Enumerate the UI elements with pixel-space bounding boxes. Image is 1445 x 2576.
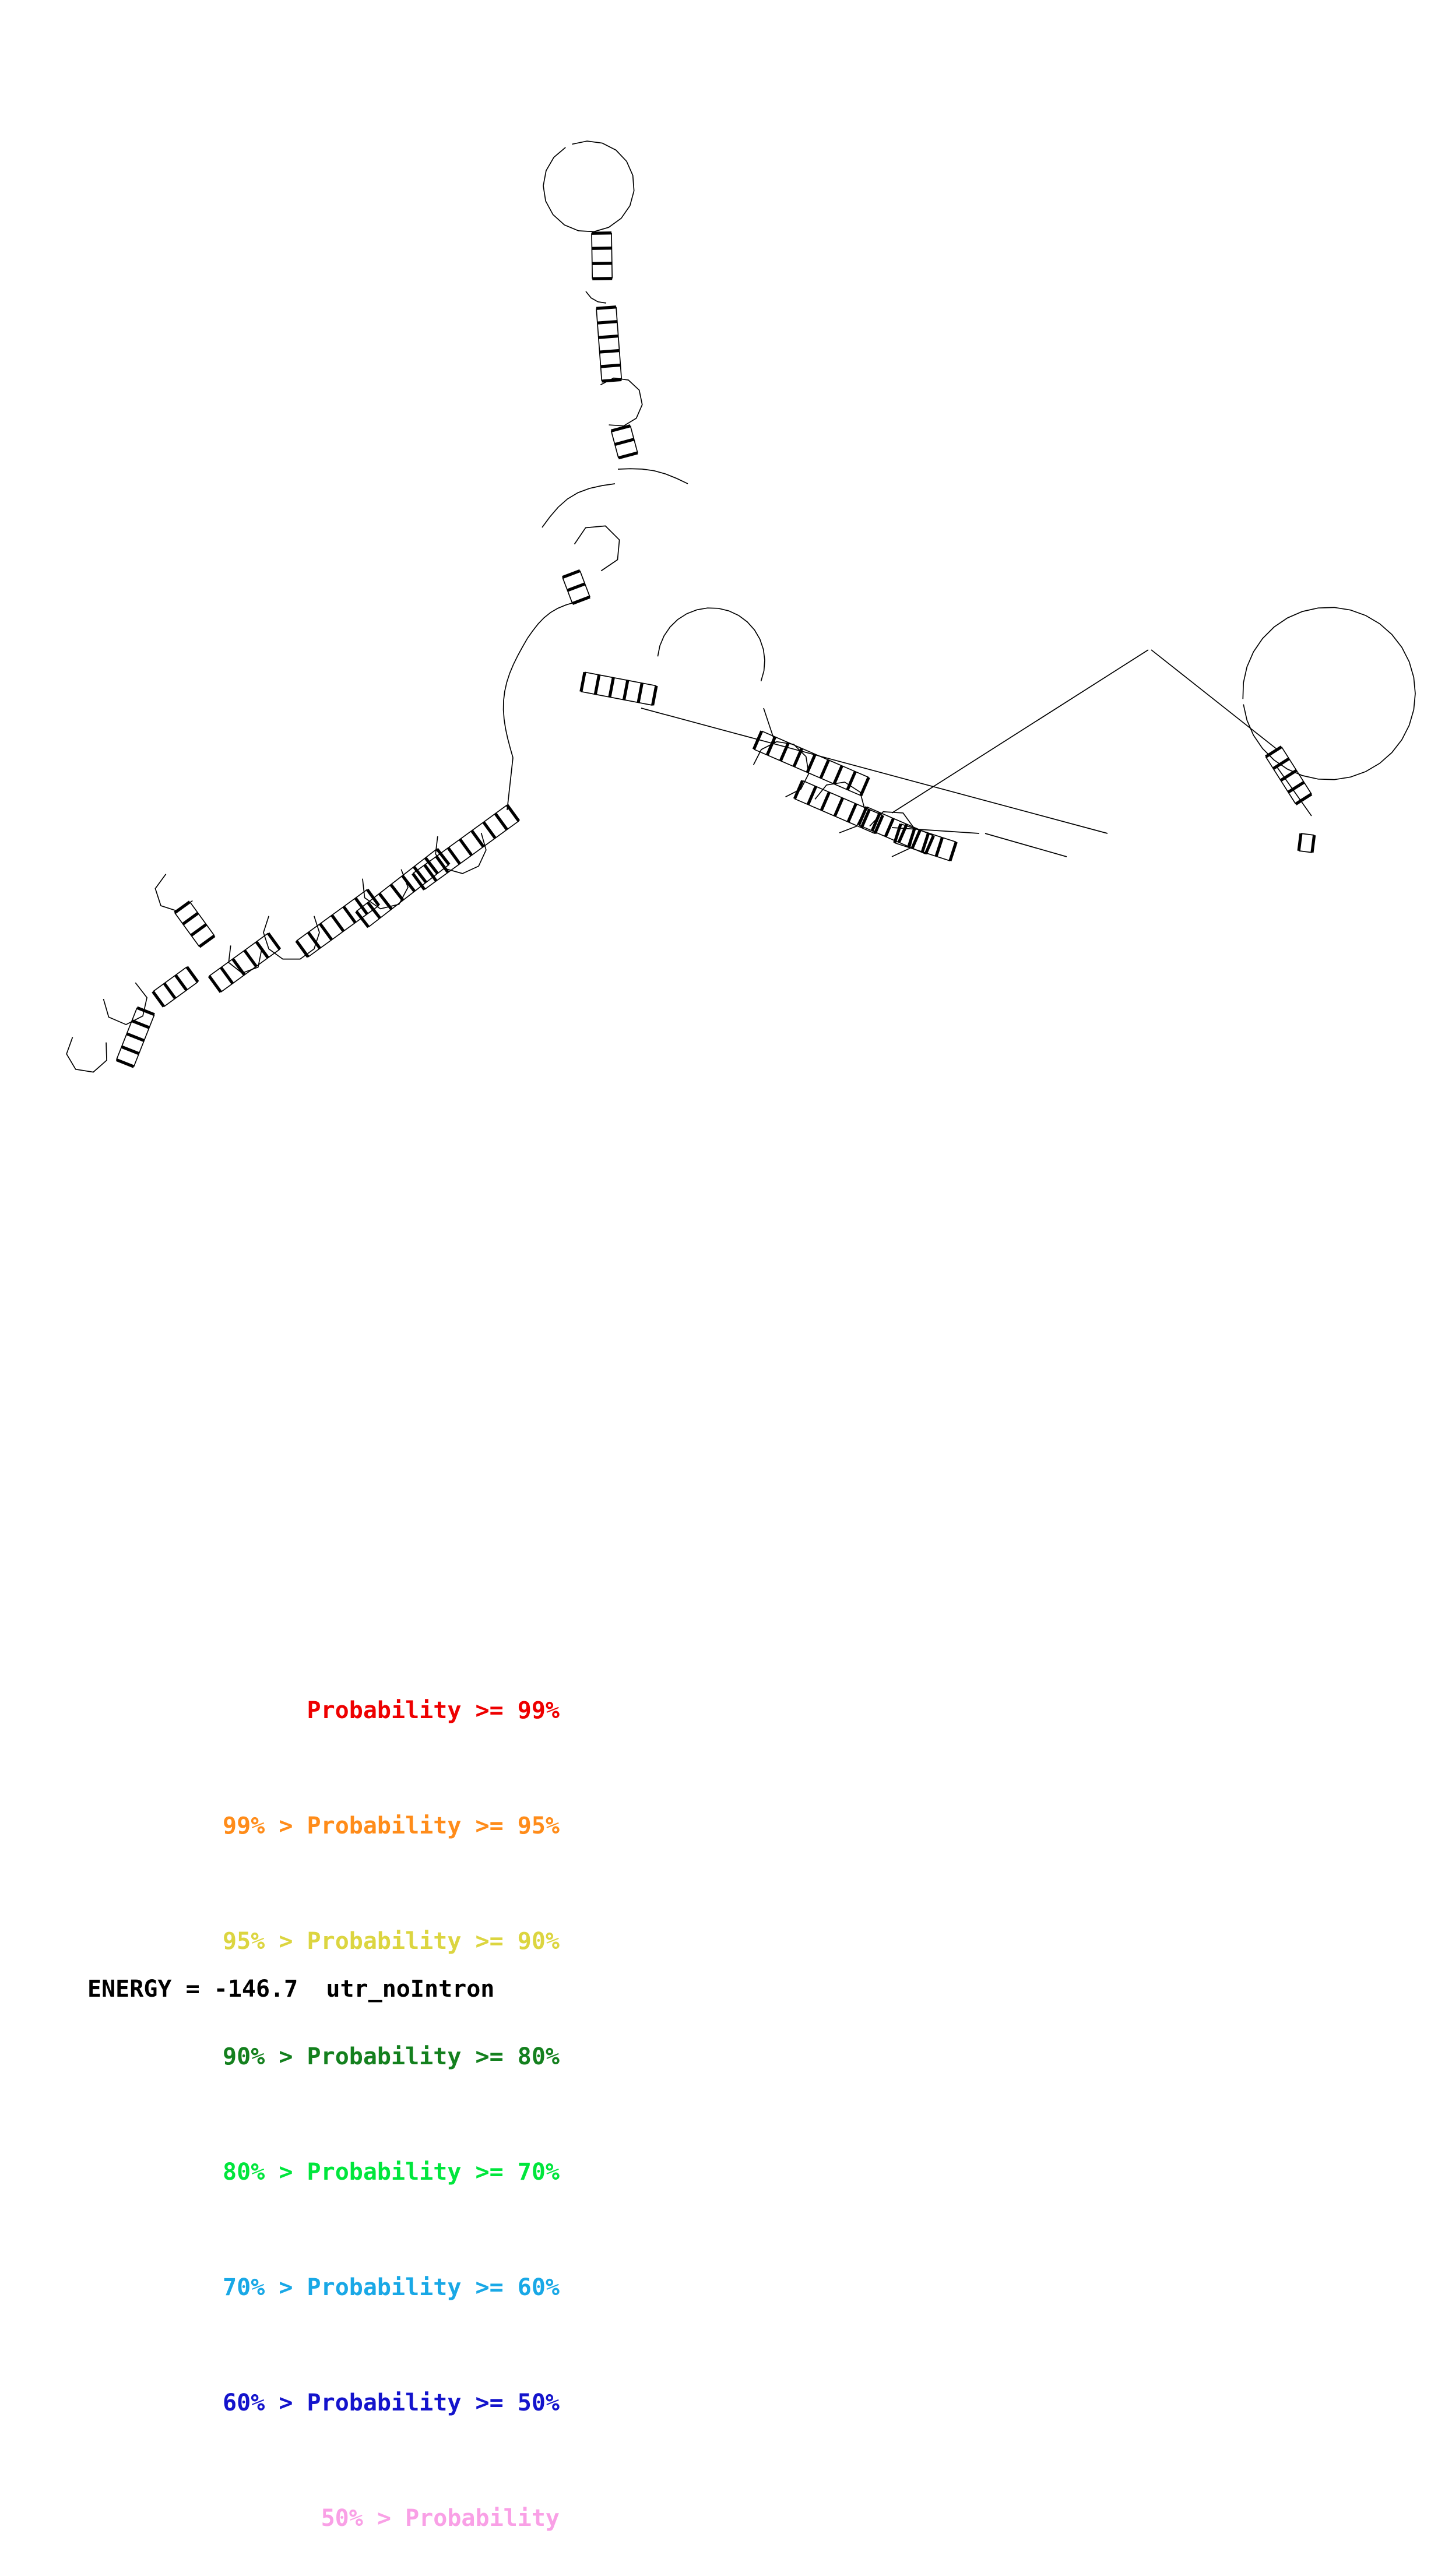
- probability-legend: Probability >= 99% 99% > Probability >= …: [87, 1614, 670, 2576]
- legend-row-5: 70% > Probability >= 60%: [87, 2268, 560, 2307]
- legend-label-5: 70% > Probability >= 60%: [223, 2274, 560, 2301]
- legend-label-7: 50% > Probability: [321, 2505, 560, 2532]
- energy-annotation: ENERGY = -146.7 utr_noIntron: [87, 1976, 495, 2003]
- legend-row-6: 60% > Probability >= 50%: [87, 2384, 560, 2422]
- legend-label-2: 95% > Probability >= 90%: [223, 1928, 560, 1955]
- structure-layer: [66, 140, 1416, 1073]
- legend-row-2: 95% > Probability >= 90%: [87, 1922, 560, 1961]
- rna-structure-plot: [66, 140, 1416, 1073]
- legend-label-0: Probability >= 99%: [307, 1697, 560, 1724]
- legend-label-6: 60% > Probability >= 50%: [223, 2390, 560, 2416]
- legend-label-1: 99% > Probability >= 95%: [223, 1813, 560, 1839]
- legend-row-0: Probability >= 99%: [87, 1691, 560, 1730]
- legend-row-4: 80% > Probability >= 70%: [87, 2153, 560, 2191]
- legend-row-3: 90% > Probability >= 80%: [87, 2037, 560, 2076]
- structure-svg: [66, 140, 1416, 1073]
- legend-row-7: 50% > Probability: [87, 2499, 560, 2538]
- legend-label-4: 80% > Probability >= 70%: [223, 2159, 560, 2186]
- legend-label-3: 90% > Probability >= 80%: [223, 2043, 560, 2070]
- legend-row-1: 99% > Probability >= 95%: [87, 1807, 560, 1845]
